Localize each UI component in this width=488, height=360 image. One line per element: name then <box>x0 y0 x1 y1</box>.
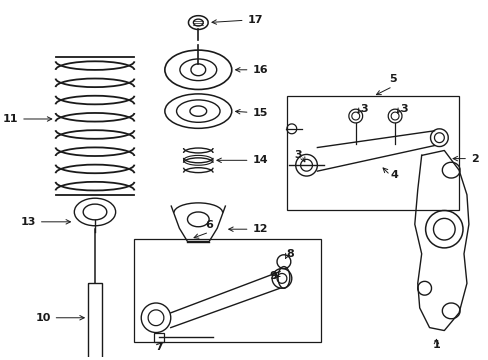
Text: 2: 2 <box>452 154 478 163</box>
Text: 3: 3 <box>293 150 301 161</box>
Bar <box>286 96 458 210</box>
Bar <box>88 283 102 360</box>
Text: 13: 13 <box>20 217 70 227</box>
Text: 14: 14 <box>217 155 267 165</box>
Text: 3: 3 <box>399 104 407 114</box>
Bar <box>134 239 321 342</box>
Text: 6: 6 <box>205 220 213 230</box>
Text: 16: 16 <box>235 65 267 75</box>
Text: 9: 9 <box>268 271 277 282</box>
Text: 10: 10 <box>35 313 84 323</box>
Text: 11: 11 <box>3 114 52 124</box>
Text: 3: 3 <box>360 104 367 114</box>
Text: 12: 12 <box>228 224 267 234</box>
Text: 5: 5 <box>388 74 396 84</box>
Text: 17: 17 <box>212 15 263 24</box>
Text: 15: 15 <box>235 108 267 118</box>
Bar <box>154 333 163 342</box>
Text: 1: 1 <box>432 340 439 350</box>
Text: 4: 4 <box>389 170 397 180</box>
Text: 8: 8 <box>286 249 294 259</box>
Text: 7: 7 <box>155 342 163 352</box>
